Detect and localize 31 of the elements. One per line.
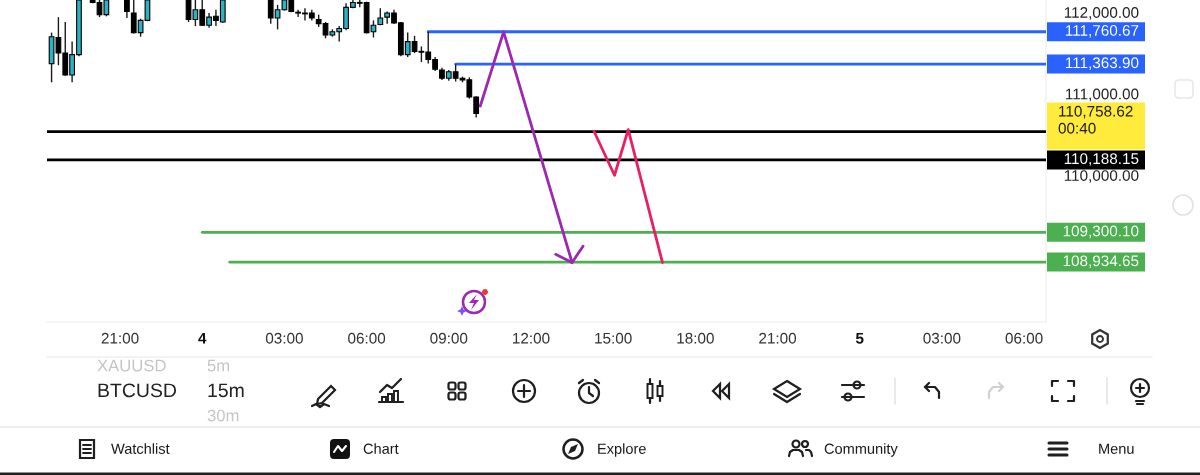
text: Chart: [363, 443, 399, 454]
x-tick-label: 03:00: [923, 332, 961, 344]
text: 110,758.62 00:40: [1058, 105, 1133, 134]
x-tick-label: 09:00: [430, 332, 468, 344]
x-tick-label: 12:00: [513, 332, 550, 344]
y-tick-label: 112,000.00: [1064, 7, 1139, 20]
text: 5m: [207, 359, 230, 372]
data-label: 108,934.65: [1063, 255, 1139, 269]
x-tick-label: 06:00: [1005, 332, 1043, 344]
x-tick-label: 4: [198, 332, 207, 344]
text: Community: [824, 443, 898, 457]
x-tick-label: 21:00: [101, 332, 139, 344]
x-tick-label: 15:00: [595, 332, 632, 344]
x-tick-label: 03:00: [265, 332, 303, 344]
text: 30m: [207, 409, 239, 422]
x-tick-label: 18:00: [677, 332, 714, 344]
text: Watchlist: [111, 443, 170, 454]
x-tick-label: 06:00: [348, 332, 386, 344]
data-label: 111,760.67: [1065, 25, 1139, 38]
text: BTCUSD: [98, 383, 177, 398]
data-label: 111,363.90: [1065, 57, 1139, 70]
y-tick-label: 111,000.00: [1066, 88, 1139, 102]
ref-line-label: 110,188.15: [1064, 153, 1139, 166]
y-tick-label: 110,000.00: [1064, 170, 1139, 183]
text: Explore: [598, 443, 646, 457]
text: XAUUSD: [97, 359, 166, 372]
x-tick-label: 5: [855, 332, 864, 344]
x-tick-label: 21:00: [759, 332, 797, 344]
data-label: 109,300.10: [1063, 225, 1139, 239]
text: Menu: [1099, 443, 1134, 454]
text: 15m: [208, 383, 244, 398]
